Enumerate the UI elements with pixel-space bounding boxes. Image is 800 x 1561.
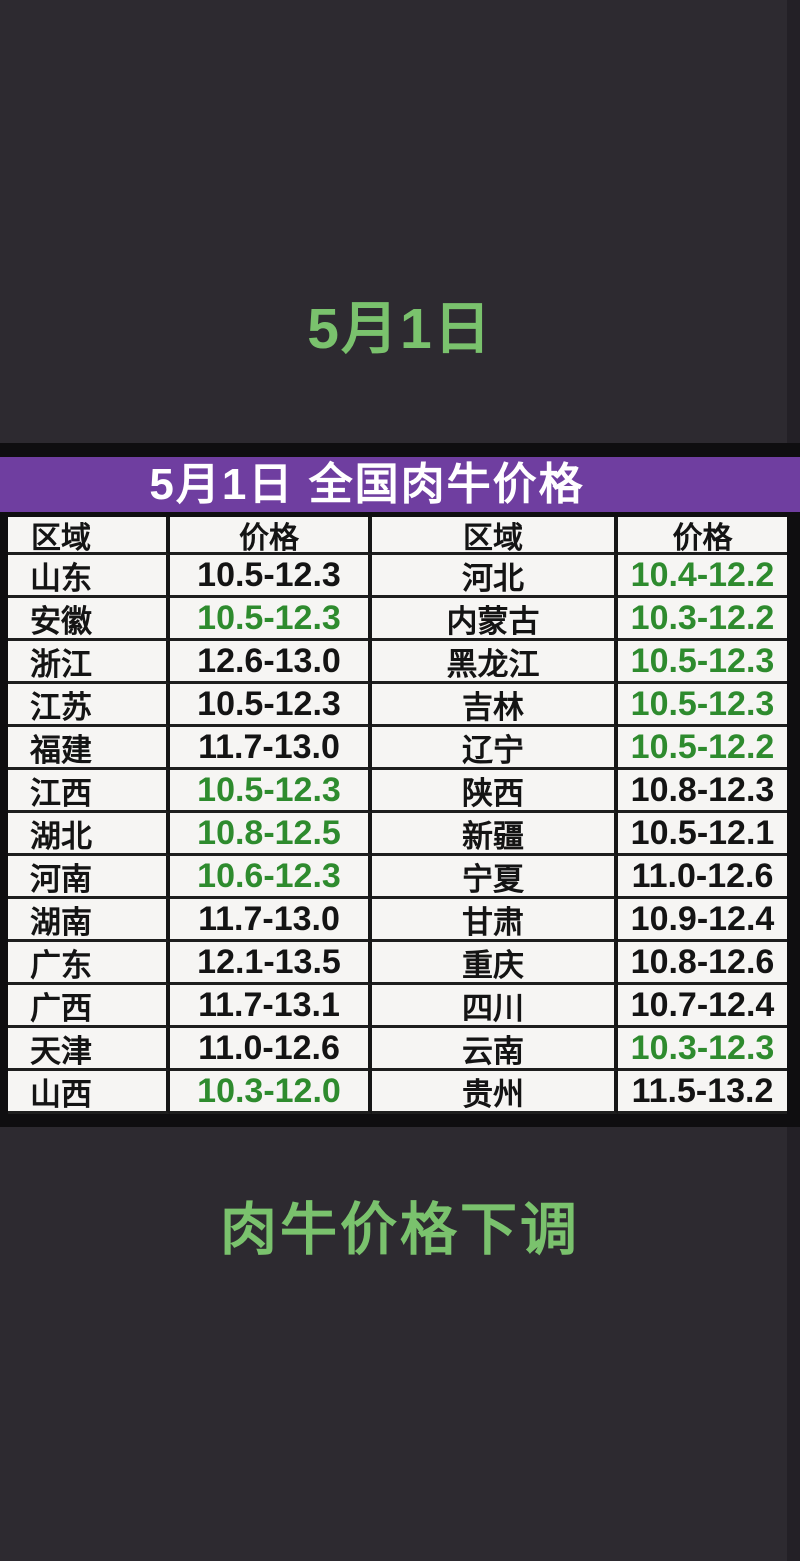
region-cell: 辽宁 xyxy=(372,727,618,770)
region-cell: 浙江 xyxy=(8,641,170,684)
price-cell: 10.5-12.3 xyxy=(170,598,372,641)
price-cell: 10.5-12.3 xyxy=(170,770,372,813)
region-cell: 广东 xyxy=(8,942,170,985)
region-cell: 江西 xyxy=(8,770,170,813)
region-cell: 天津 xyxy=(8,1028,170,1071)
region-cell: 内蒙古 xyxy=(372,598,618,641)
price-cell: 11.7-13.1 xyxy=(170,985,372,1028)
region-cell: 湖南 xyxy=(8,899,170,942)
price-cell: 11.7-13.0 xyxy=(170,727,372,770)
region-cell: 贵州 xyxy=(372,1071,618,1114)
region-cell: 安徽 xyxy=(8,598,170,641)
price-table: 5月1日 全国肉牛价格 区域 价格 区域 价格 山东 10.5-12.3 河北 10.4-12… xyxy=(0,443,800,1127)
caption-text: 肉牛价格下调 xyxy=(220,1198,580,1262)
price-cell: 11.7-13.0 xyxy=(170,899,372,942)
price-cell: 10.4-12.2 xyxy=(618,555,787,598)
region-cell: 福建 xyxy=(8,727,170,770)
region-cell: 河北 xyxy=(372,555,618,598)
price-cell: 10.8-12.3 xyxy=(618,770,787,813)
date-title: 5月1日 xyxy=(307,297,493,361)
price-cell: 10.5-12.3 xyxy=(618,641,787,684)
price-grid: 区域 价格 区域 价格 山东 10.5-12.3 河北 10.4-12.2 安徽 10.5-12.… xyxy=(8,517,787,1114)
price-cell: 10.8-12.5 xyxy=(170,813,372,856)
region-cell: 广西 xyxy=(8,985,170,1028)
price-cell: 10.5-12.2 xyxy=(618,727,787,770)
price-cell: 10.5-12.3 xyxy=(618,684,787,727)
region-cell: 黑龙江 xyxy=(372,641,618,684)
region-cell: 河南 xyxy=(8,856,170,899)
column-header: 价格 xyxy=(170,517,372,555)
price-cell: 10.7-12.4 xyxy=(618,985,787,1028)
region-cell: 江苏 xyxy=(8,684,170,727)
price-cell: 12.1-13.5 xyxy=(170,942,372,985)
price-cell: 10.3-12.0 xyxy=(170,1071,372,1114)
price-cell: 10.6-12.3 xyxy=(170,856,372,899)
price-cell: 10.8-12.6 xyxy=(618,942,787,985)
column-header: 区域 xyxy=(372,517,618,555)
price-cell: 10.3-12.3 xyxy=(618,1028,787,1071)
region-cell: 陕西 xyxy=(372,770,618,813)
column-header: 价格 xyxy=(618,517,787,555)
region-cell: 吉林 xyxy=(372,684,618,727)
price-cell: 10.5-12.1 xyxy=(618,813,787,856)
region-cell: 四川 xyxy=(372,985,618,1028)
region-cell: 山东 xyxy=(8,555,170,598)
price-cell: 11.0-12.6 xyxy=(170,1028,372,1071)
region-cell: 重庆 xyxy=(372,942,618,985)
price-cell: 11.5-13.2 xyxy=(618,1071,787,1114)
region-cell: 宁夏 xyxy=(372,856,618,899)
region-cell: 湖北 xyxy=(8,813,170,856)
region-cell: 新疆 xyxy=(372,813,618,856)
table-title: 5月1日 全国肉牛价格 xyxy=(0,457,800,512)
price-cell: 11.0-12.6 xyxy=(618,856,787,899)
region-cell: 甘肃 xyxy=(372,899,618,942)
column-header: 区域 xyxy=(8,517,170,555)
price-cell: 10.9-12.4 xyxy=(618,899,787,942)
price-cell: 10.5-12.3 xyxy=(170,684,372,727)
region-cell: 云南 xyxy=(372,1028,618,1071)
region-cell: 山西 xyxy=(8,1071,170,1114)
price-cell: 12.6-13.0 xyxy=(170,641,372,684)
price-cell: 10.3-12.2 xyxy=(618,598,787,641)
price-cell: 10.5-12.3 xyxy=(170,555,372,598)
